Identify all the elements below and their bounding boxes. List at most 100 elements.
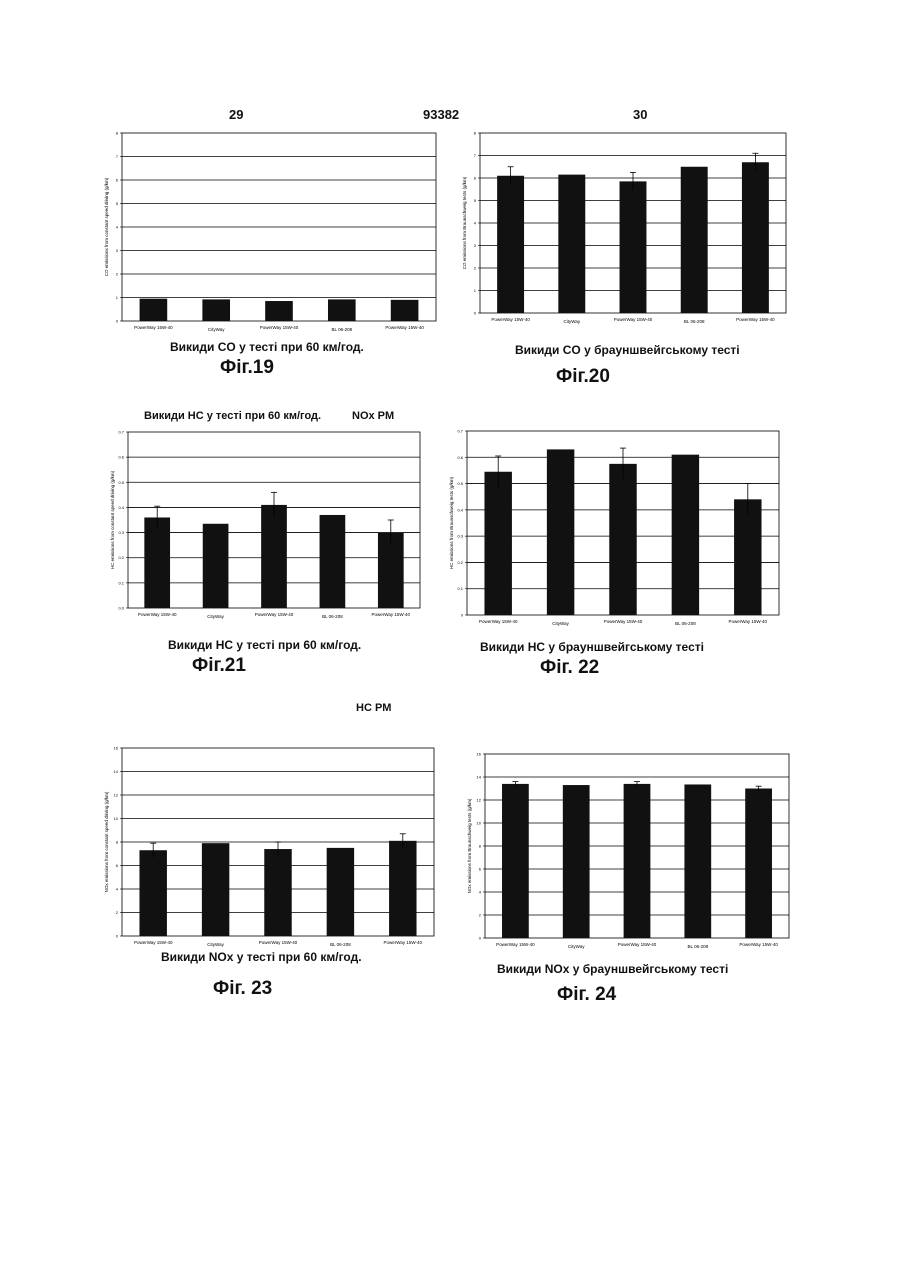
chart-fig22: 00.10.20.30.40.50.60.7HC emissions from … (445, 425, 783, 633)
y-tick-label: 0.5 (457, 481, 463, 486)
y-axis-label: NOx emissions from constant speed drivin… (104, 791, 109, 892)
y-tick-label: 8 (116, 131, 119, 136)
y-tick-label: 1 (116, 295, 119, 300)
x-category-label: CityWay (564, 319, 581, 324)
chart-fig19: 012345678CO emissions from constant spee… (100, 127, 440, 339)
y-tick-label: 0.2 (118, 555, 124, 560)
caption-fig24: Викиди NOx у брауншвейгському тесті (497, 962, 728, 976)
y-tick-label: 0 (116, 934, 119, 939)
bar (620, 181, 647, 313)
chart-fig21: 0.00.10.20.30.40.50.60.7HC emissions fro… (106, 426, 424, 626)
figure-label-19: Фіг.19 (220, 357, 274, 379)
x-category-label: PowerWay 15W-40 (134, 325, 173, 330)
x-category-label: PowerWay 15W-40 (259, 940, 298, 945)
x-category-label: PowerWay 15W-40 (255, 612, 294, 617)
y-tick-label: 12 (114, 793, 119, 798)
x-category-label: PowerWay 15W-40 (385, 325, 424, 330)
y-tick-label: 14 (477, 775, 482, 780)
x-category-label: PowerWay 15W-40 (384, 940, 423, 945)
y-tick-label: 2 (474, 266, 477, 271)
bar (202, 299, 230, 321)
bar (734, 499, 761, 615)
y-tick-label: 5 (474, 198, 477, 203)
x-category-label: PowerWay 15W-40 (138, 612, 177, 617)
y-tick-label: 8 (479, 844, 482, 849)
y-tick-label: 4 (116, 225, 119, 230)
y-tick-label: 10 (477, 821, 482, 826)
bar (684, 784, 711, 938)
y-tick-label: 4 (479, 890, 482, 895)
y-tick-label: 0.7 (118, 430, 124, 435)
chart-fig22-svg: 00.10.20.30.40.50.60.7HC emissions from … (445, 425, 783, 633)
bar (745, 789, 772, 939)
y-tick-label: 6 (116, 863, 119, 868)
y-tick-label: 0.3 (118, 530, 124, 535)
y-tick-label: 12 (477, 798, 482, 803)
bar (484, 472, 511, 615)
page-number-left: 29 (229, 107, 243, 122)
y-tick-label: 16 (477, 752, 482, 757)
page-number-right: 30 (633, 107, 647, 122)
x-category-label: PowerWay 15W-40 (134, 940, 173, 945)
y-tick-label: 0.2 (457, 560, 463, 565)
x-category-label: PowerWay 15W-40 (260, 325, 299, 330)
y-tick-label: 5 (116, 201, 119, 206)
x-category-label: BL 06-208 (684, 319, 705, 324)
patent-number: 93382 (423, 107, 459, 122)
y-tick-label: 0.5 (118, 480, 124, 485)
figure-label-23: Фіг. 23 (213, 978, 272, 1000)
x-category-label: BL 06-208 (675, 621, 696, 626)
note-nox-pm: NOx PM (352, 410, 394, 422)
y-tick-label: 0.6 (457, 455, 463, 460)
bar (261, 505, 287, 608)
y-tick-label: 14 (114, 769, 119, 774)
figure-label-22: Фіг. 22 (540, 657, 599, 679)
chart-fig23-svg: 0246810121416NOx emissions from constant… (100, 742, 438, 954)
y-tick-label: 7 (116, 154, 119, 159)
y-tick-label: 0.0 (118, 606, 124, 611)
y-tick-label: 8 (474, 131, 477, 136)
bar (389, 841, 416, 936)
x-category-label: BL 06-208 (330, 942, 351, 947)
x-category-label: PowerWay 15W-40 (604, 619, 643, 624)
bar (563, 785, 590, 938)
bar (140, 299, 168, 321)
bar (320, 515, 346, 608)
x-category-label: PowerWay 15W-40 (736, 317, 775, 322)
chart-fig24: 0246810121416NOx emissions from Braunsch… (463, 748, 793, 956)
y-tick-label: 3 (474, 243, 477, 248)
y-tick-label: 0 (461, 613, 464, 618)
y-tick-label: 16 (114, 746, 119, 751)
y-tick-label: 7 (474, 153, 477, 158)
x-category-label: BL 06-208 (322, 614, 343, 619)
y-tick-label: 4 (116, 887, 119, 892)
bar (328, 299, 356, 321)
chart-fig19-svg: 012345678CO emissions from constant spee… (100, 127, 440, 339)
x-category-label: PowerWay 15W-40 (614, 317, 653, 322)
x-category-label: PowerWay 15W-40 (491, 317, 530, 322)
caption-fig19: Викиди CO у тесті при 60 км/год. (170, 340, 364, 354)
figure-label-24: Фіг. 24 (557, 984, 616, 1006)
x-category-label: PowerWay 15W-40 (739, 942, 778, 947)
bar (672, 455, 699, 615)
note-hc-pm: HC PM (356, 702, 391, 714)
y-tick-label: 1 (474, 288, 477, 293)
chart-fig20: 012345678CO emissions from Braunschweig … (458, 127, 790, 331)
bar (203, 524, 229, 608)
bar (144, 517, 170, 608)
bar (681, 167, 708, 313)
x-category-label: PowerWay 15W-40 (479, 619, 518, 624)
y-tick-label: 3 (116, 248, 119, 253)
y-tick-label: 0.6 (118, 455, 124, 460)
y-axis-label: CO emissions from Braunschweig tests (g/… (462, 176, 467, 269)
bar (391, 300, 419, 321)
y-tick-label: 8 (116, 840, 119, 845)
y-tick-label: 0.3 (457, 534, 463, 539)
bar (327, 848, 354, 936)
x-category-label: PowerWay 15W-40 (729, 619, 768, 624)
y-tick-label: 6 (479, 867, 482, 872)
note-hc-60: Викиди HC у тесті при 60 км/год. (144, 410, 321, 422)
caption-fig21: Викиди HC у тесті при 60 км/год. (168, 638, 361, 652)
y-axis-label: HC emissions from Braunschweig tests (g/… (449, 476, 454, 569)
bar (547, 449, 574, 615)
